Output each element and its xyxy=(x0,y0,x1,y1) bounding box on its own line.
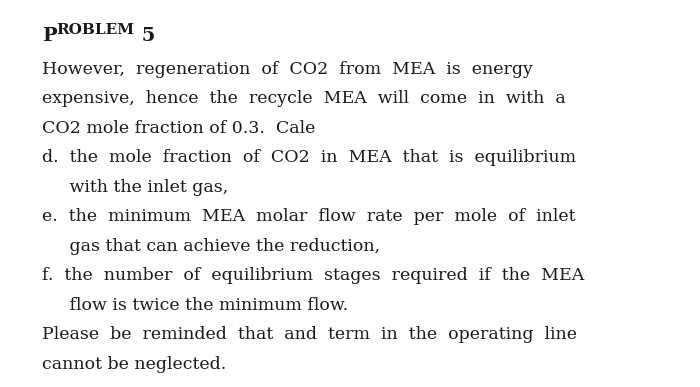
Text: with the inlet gas,: with the inlet gas, xyxy=(42,179,228,196)
Text: flow is twice the minimum flow.: flow is twice the minimum flow. xyxy=(42,297,349,314)
Text: Please  be  reminded  that  and  term  in  the  operating  line: Please be reminded that and term in the … xyxy=(42,326,577,343)
Text: d.  the  mole  fraction  of  CO2  in  MEA  that  is  equilibrium: d. the mole fraction of CO2 in MEA that … xyxy=(42,149,576,166)
Text: gas that can achieve the reduction,: gas that can achieve the reduction, xyxy=(42,238,380,255)
Text: 5: 5 xyxy=(134,27,155,45)
Text: e.  the  minimum  MEA  molar  flow  rate  per  mole  of  inlet: e. the minimum MEA molar flow rate per m… xyxy=(42,209,575,225)
Text: However,  regeneration  of  CO2  from  MEA  is  energy: However, regeneration of CO2 from MEA is… xyxy=(42,61,533,78)
Text: CO2 mole fraction of 0.3.  Cale: CO2 mole fraction of 0.3. Cale xyxy=(42,120,316,137)
Text: P: P xyxy=(42,27,57,45)
Text: cannot be neglected.: cannot be neglected. xyxy=(42,356,226,373)
Text: ROBLEM: ROBLEM xyxy=(57,23,134,37)
Text: f.  the  number  of  equilibrium  stages  required  if  the  MEA: f. the number of equilibrium stages requ… xyxy=(42,267,584,284)
Text: expensive,  hence  the  recycle  MEA  will  come  in  with  a: expensive, hence the recycle MEA will co… xyxy=(42,91,566,108)
